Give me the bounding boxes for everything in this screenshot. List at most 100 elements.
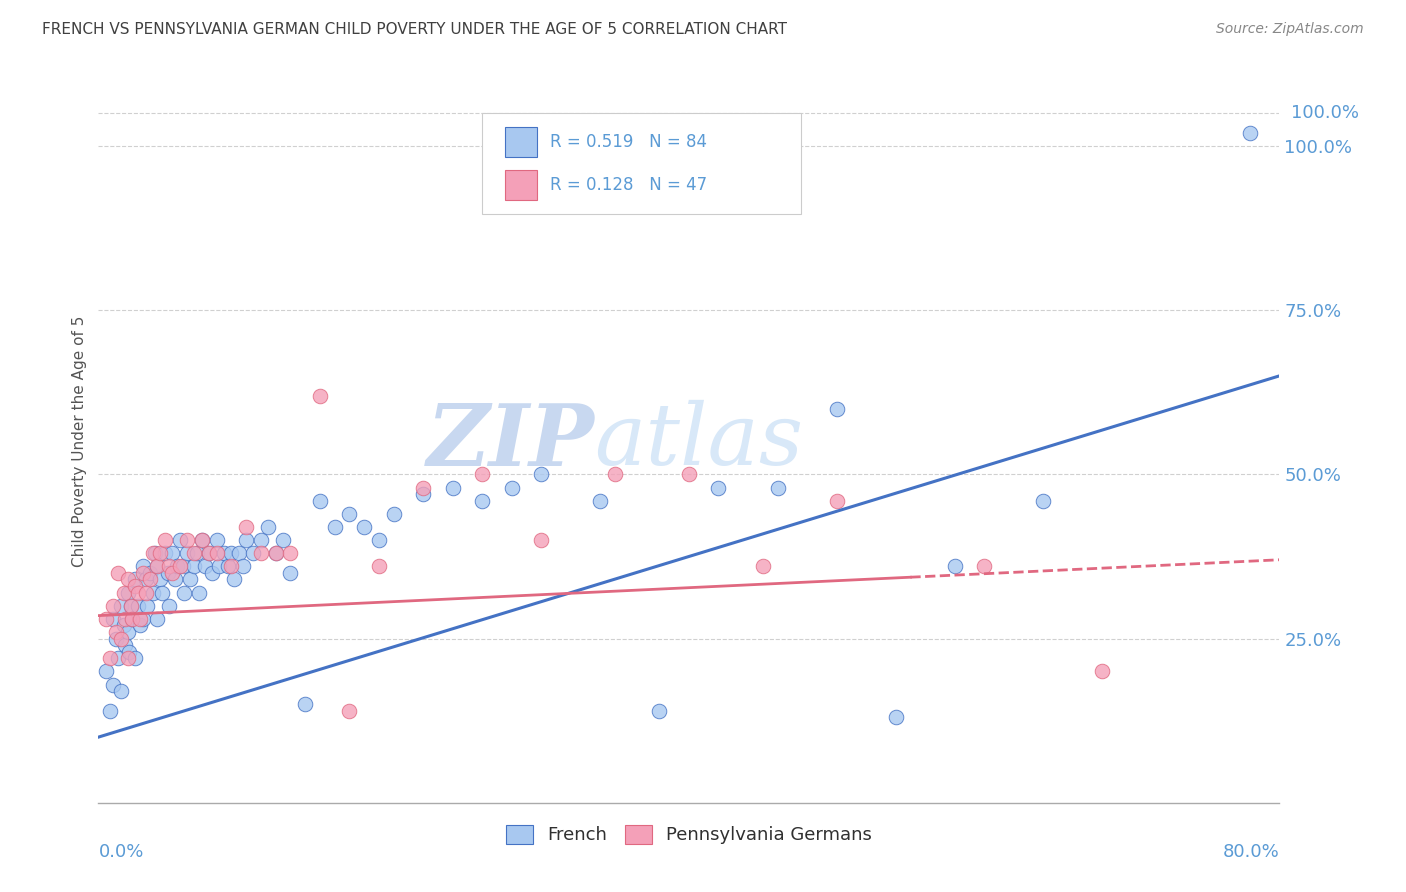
- Point: [146, 559, 169, 574]
- Point: [107, 651, 129, 665]
- Point: [294, 698, 316, 712]
- Point: [94, 665, 117, 679]
- Point: [135, 573, 157, 587]
- Point: [110, 599, 132, 613]
- Point: [142, 585, 165, 599]
- Point: [124, 573, 146, 587]
- Point: [98, 651, 121, 665]
- Point: [128, 612, 150, 626]
- Point: [173, 585, 195, 599]
- Point: [120, 599, 142, 613]
- Point: [201, 566, 224, 580]
- Point: [208, 559, 231, 574]
- Point: [117, 585, 139, 599]
- Point: [103, 677, 125, 691]
- Point: [368, 533, 391, 547]
- Text: R = 0.128   N = 47: R = 0.128 N = 47: [550, 176, 707, 194]
- Y-axis label: Child Poverty Under the Age of 5: Child Poverty Under the Age of 5: [72, 316, 87, 567]
- Text: 100.0%: 100.0%: [1291, 104, 1360, 122]
- FancyBboxPatch shape: [505, 169, 537, 200]
- Point: [183, 559, 205, 574]
- Point: [264, 546, 287, 560]
- Point: [339, 704, 361, 718]
- Point: [117, 625, 139, 640]
- Point: [973, 559, 995, 574]
- Point: [825, 401, 848, 416]
- Point: [107, 566, 129, 580]
- Point: [127, 585, 149, 599]
- Point: [205, 533, 228, 547]
- Point: [146, 612, 169, 626]
- Point: [412, 487, 434, 501]
- Point: [117, 651, 139, 665]
- Point: [162, 546, 183, 560]
- Point: [143, 546, 166, 560]
- Point: [139, 566, 162, 580]
- Point: [146, 559, 169, 574]
- Point: [124, 579, 146, 593]
- Point: [707, 481, 730, 495]
- Point: [166, 559, 188, 574]
- Point: [103, 612, 125, 626]
- Point: [323, 520, 346, 534]
- Point: [368, 559, 391, 574]
- Point: [156, 566, 179, 580]
- Point: [589, 493, 612, 508]
- Point: [752, 559, 775, 574]
- Point: [228, 546, 250, 560]
- Point: [186, 546, 208, 560]
- Point: [139, 573, 162, 587]
- Point: [1239, 126, 1261, 140]
- Point: [162, 566, 183, 580]
- Point: [169, 533, 191, 547]
- Point: [217, 559, 239, 574]
- Point: [120, 599, 142, 613]
- Point: [112, 585, 135, 599]
- Point: [132, 566, 155, 580]
- Point: [280, 566, 302, 580]
- Point: [169, 559, 191, 574]
- Point: [271, 533, 294, 547]
- Point: [205, 546, 228, 560]
- Point: [678, 467, 700, 482]
- Point: [530, 467, 553, 482]
- Point: [165, 573, 187, 587]
- Point: [114, 612, 136, 626]
- Point: [766, 481, 789, 495]
- Point: [176, 533, 198, 547]
- Point: [194, 559, 217, 574]
- Point: [943, 559, 966, 574]
- Point: [198, 546, 221, 560]
- Point: [232, 559, 254, 574]
- Point: [135, 585, 157, 599]
- Point: [339, 507, 361, 521]
- Point: [382, 507, 405, 521]
- Point: [224, 573, 246, 587]
- FancyBboxPatch shape: [505, 127, 537, 157]
- Point: [132, 559, 155, 574]
- Point: [212, 546, 235, 560]
- Point: [142, 546, 165, 560]
- Point: [136, 599, 159, 613]
- Point: [605, 467, 627, 482]
- Point: [501, 481, 523, 495]
- Point: [221, 546, 243, 560]
- Point: [110, 632, 132, 646]
- Point: [149, 546, 172, 560]
- Text: 0.0%: 0.0%: [98, 843, 143, 861]
- Point: [176, 546, 198, 560]
- Legend: French, Pennsylvania Germans: French, Pennsylvania Germans: [498, 818, 880, 852]
- Point: [235, 520, 257, 534]
- Point: [242, 546, 264, 560]
- Point: [105, 625, 128, 640]
- Point: [530, 533, 553, 547]
- Point: [153, 546, 176, 560]
- Point: [198, 546, 221, 560]
- Point: [105, 632, 128, 646]
- Point: [471, 493, 494, 508]
- FancyBboxPatch shape: [482, 112, 801, 214]
- Point: [257, 520, 280, 534]
- Point: [98, 704, 121, 718]
- Point: [150, 585, 173, 599]
- Point: [441, 481, 464, 495]
